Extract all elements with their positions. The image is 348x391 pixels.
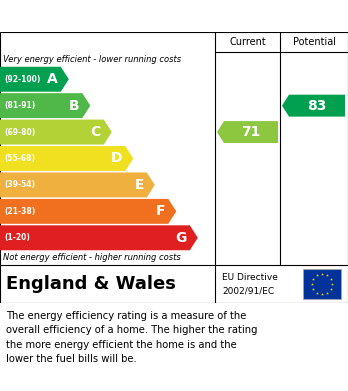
Polygon shape: [0, 120, 112, 145]
Text: G: G: [175, 231, 187, 245]
Text: F: F: [156, 204, 165, 218]
Text: (55-68): (55-68): [4, 154, 35, 163]
Text: (81-91): (81-91): [4, 101, 35, 110]
Text: Current: Current: [229, 37, 266, 47]
Text: Energy Efficiency Rating: Energy Efficiency Rating: [9, 9, 219, 23]
Text: The energy efficiency rating is a measure of the
overall efficiency of a home. T: The energy efficiency rating is a measur…: [6, 311, 258, 364]
Text: (69-80): (69-80): [4, 127, 35, 136]
Text: 71: 71: [241, 125, 261, 139]
Text: (92-100): (92-100): [4, 75, 40, 84]
Text: C: C: [90, 125, 101, 139]
Text: A: A: [47, 72, 58, 86]
Polygon shape: [0, 93, 90, 118]
Polygon shape: [0, 67, 69, 91]
Text: D: D: [111, 151, 122, 165]
Text: (1-20): (1-20): [4, 233, 30, 242]
Polygon shape: [217, 121, 278, 143]
Text: Very energy efficient - lower running costs: Very energy efficient - lower running co…: [3, 54, 181, 63]
Text: 2002/91/EC: 2002/91/EC: [222, 286, 274, 295]
Text: Potential: Potential: [293, 37, 335, 47]
Text: B: B: [69, 99, 79, 113]
Polygon shape: [0, 146, 133, 171]
Text: (39-54): (39-54): [4, 180, 35, 189]
Text: England & Wales: England & Wales: [6, 275, 176, 293]
Text: Not energy efficient - higher running costs: Not energy efficient - higher running co…: [3, 253, 181, 262]
Text: (21-38): (21-38): [4, 207, 35, 216]
Bar: [303, 269, 341, 299]
Text: EU Directive: EU Directive: [222, 273, 278, 282]
Polygon shape: [282, 95, 345, 117]
Text: E: E: [134, 178, 144, 192]
Polygon shape: [0, 172, 155, 197]
Text: 83: 83: [307, 99, 327, 113]
Polygon shape: [0, 225, 198, 250]
Polygon shape: [0, 199, 176, 224]
